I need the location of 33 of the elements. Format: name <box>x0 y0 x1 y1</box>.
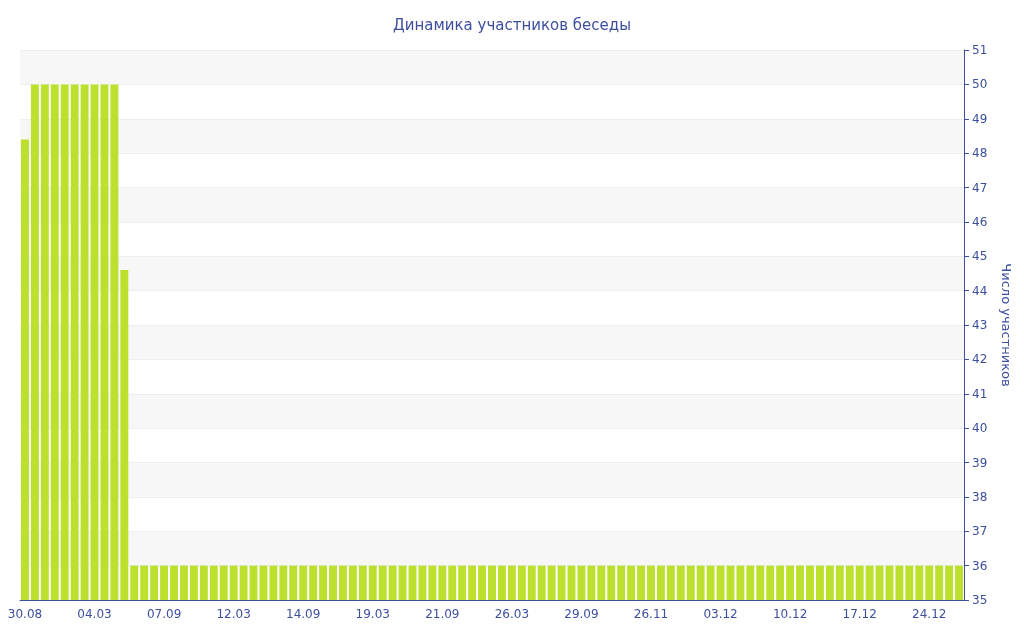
y-tick-label: 44 <box>972 283 988 298</box>
x-tick-label: 03.12 <box>703 607 738 621</box>
x-tick-label: 24.12 <box>912 607 947 621</box>
y-tick-label: 50 <box>972 77 988 92</box>
y-tick-label: 42 <box>972 352 988 367</box>
chart-title: Динамика участников беседы <box>392 15 632 34</box>
y-tick-label: 45 <box>972 249 988 264</box>
y-tick-label: 46 <box>972 214 988 229</box>
x-tick-label: 12.03 <box>216 607 251 621</box>
y-tick-label: 43 <box>972 318 988 332</box>
x-tick-label: 30.08 <box>7 607 43 621</box>
y-tick-label: 38 <box>972 489 988 504</box>
y-axis-title: Число участников <box>999 263 1014 387</box>
y-tick-label: 41 <box>972 386 988 401</box>
y-tick-label: 36 <box>972 558 988 573</box>
y-tick-label: 37 <box>972 524 988 539</box>
x-tick-label: 26.11 <box>633 607 669 621</box>
x-tick-label: 26.03 <box>494 607 530 621</box>
x-tick-label: 14.09 <box>286 607 321 621</box>
x-tick-label: 21.09 <box>425 607 460 621</box>
y-tick-label: 51 <box>972 43 988 57</box>
y-tick-label: 40 <box>972 421 988 436</box>
x-tick-label: 04.03 <box>77 607 112 621</box>
x-tick-label: 17.12 <box>842 607 877 621</box>
x-tick-label: 07.09 <box>146 607 182 621</box>
y-tick-label: 39 <box>972 455 988 470</box>
y-tick-label: 35 <box>972 593 988 607</box>
x-tick-label: 19.03 <box>355 607 390 621</box>
y-tick-label: 47 <box>972 180 988 195</box>
y-tick-label: 49 <box>972 111 988 126</box>
x-tick-label: 29.09 <box>564 607 599 621</box>
y-tick-label: 48 <box>972 146 988 161</box>
x-tick-label: 10.12 <box>772 607 808 621</box>
